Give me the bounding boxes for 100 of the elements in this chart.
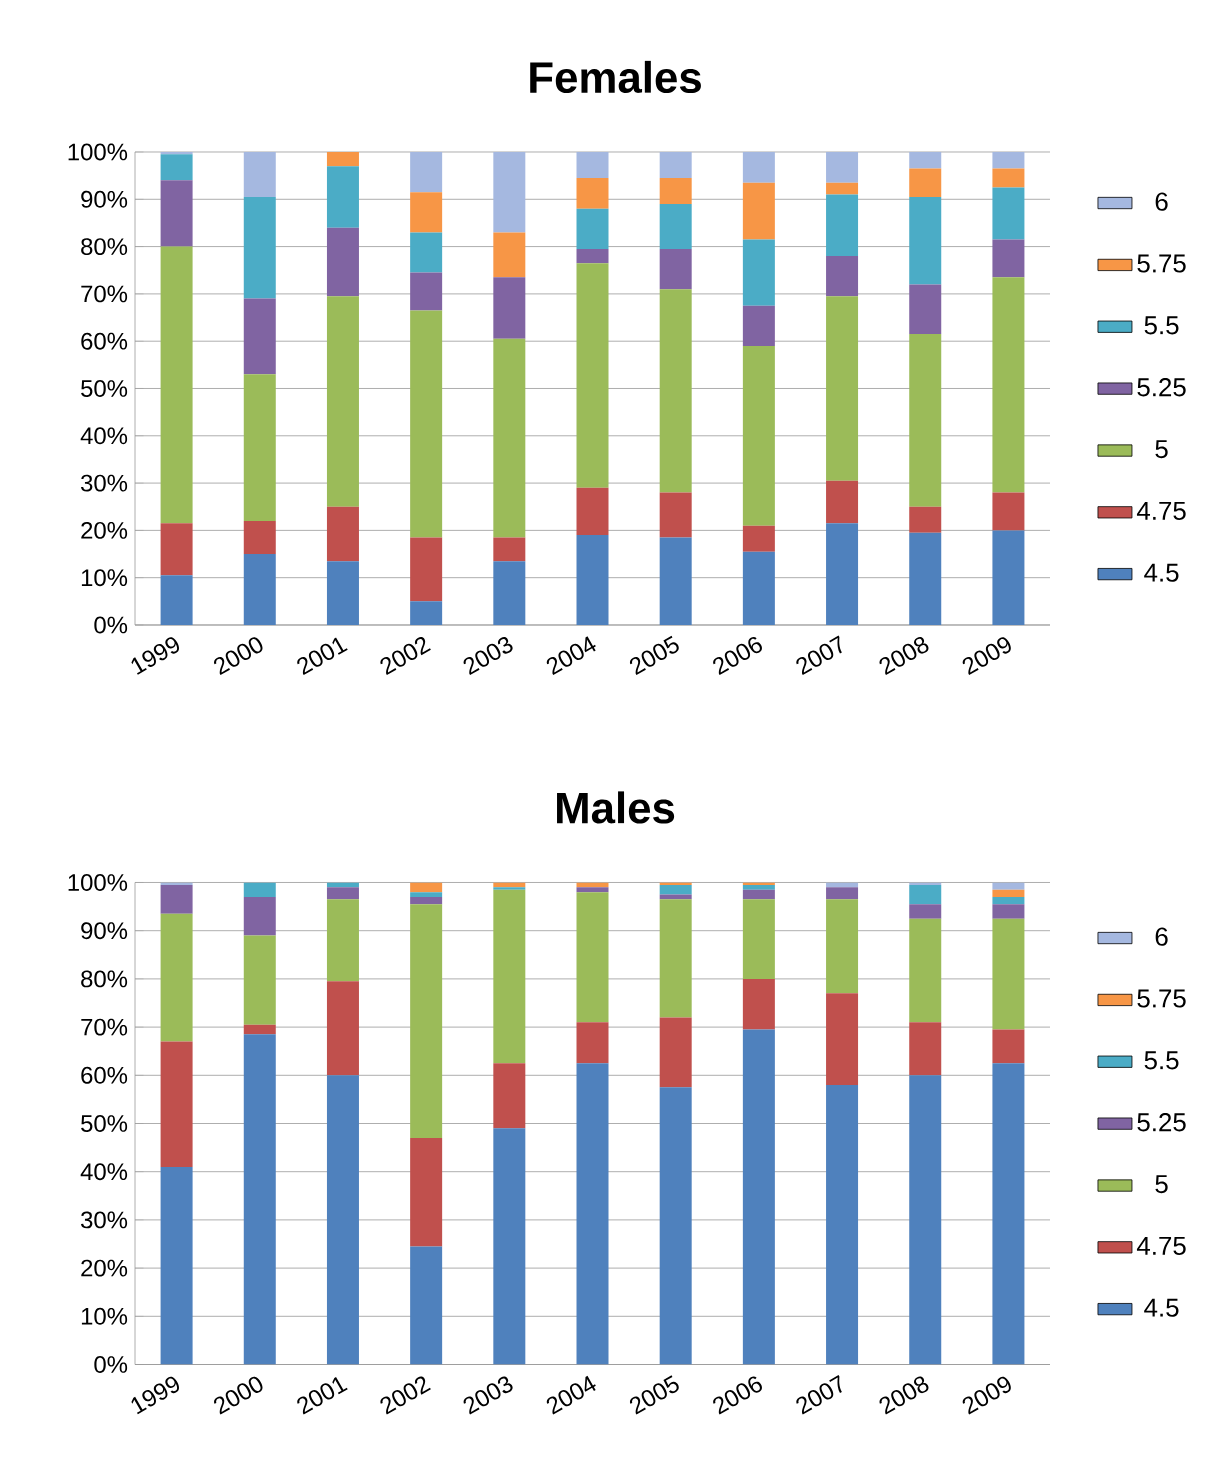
bar: [243, 374, 276, 521]
bar: [493, 537, 526, 562]
bar: [243, 151, 276, 197]
bar: [160, 1041, 193, 1167]
x-tick-label: 2001: [297, 637, 348, 676]
bar: [493, 561, 526, 625]
bar: [826, 151, 859, 183]
bar: [992, 889, 1025, 897]
bar: [576, 887, 609, 893]
x-tick-label: 2003: [463, 1376, 513, 1415]
legend-label: 5.25: [1137, 378, 1186, 397]
y-tick-label: 40%: [80, 427, 128, 445]
y-tick-label: 100%: [68, 874, 128, 891]
bar: [326, 296, 359, 507]
legend-label: 5.25: [1137, 1113, 1186, 1132]
bar: [742, 305, 775, 346]
bar: [826, 1084, 859, 1365]
bar: [160, 180, 193, 247]
x-tick-label: 2000: [213, 1376, 263, 1415]
chart-title: Females: [530, 60, 701, 94]
y-tick-label: 20%: [81, 1259, 128, 1277]
legend-label: 6: [1155, 927, 1168, 946]
bar: [410, 882, 443, 893]
bar: [742, 551, 775, 625]
bar: [659, 884, 692, 895]
legend-label: 4.5: [1144, 1298, 1179, 1317]
legend-label: 4.75: [1136, 501, 1186, 520]
bar: [493, 277, 526, 339]
bar: [826, 523, 859, 625]
bar: [659, 537, 692, 625]
bar: [160, 1166, 193, 1365]
bar: [909, 151, 942, 169]
bar: [576, 487, 609, 536]
bar: [742, 525, 775, 552]
x-tick-label: 2001: [297, 1376, 348, 1415]
bar: [326, 1075, 359, 1365]
bar: [410, 272, 443, 311]
bar: [826, 256, 859, 297]
bar: [410, 904, 443, 1138]
bar: [410, 192, 443, 233]
x-tick-label: 2008: [879, 1376, 929, 1415]
bar: [909, 884, 942, 905]
bar: [493, 889, 526, 1064]
bar: [992, 151, 1025, 169]
bar: [410, 1246, 443, 1365]
bar: [243, 520, 276, 555]
x-tick-label: 2002: [380, 636, 431, 676]
bar: [826, 899, 859, 994]
y-tick-label: 0%: [94, 616, 128, 634]
x-tick-label: 2002: [380, 1376, 431, 1415]
bar: [909, 284, 942, 335]
bar: [742, 978, 775, 1030]
bar: [992, 492, 1025, 531]
legend-label: 5.5: [1144, 316, 1179, 335]
x-tick-label: 1999: [131, 637, 180, 675]
bar: [576, 1022, 609, 1064]
bar: [742, 1029, 775, 1365]
bar: [742, 884, 775, 890]
bar: [410, 601, 443, 625]
y-tick-label: 70%: [81, 285, 128, 303]
bar: [909, 168, 942, 197]
x-tick-label: 2008: [879, 637, 929, 676]
y-tick-label: 10%: [81, 569, 128, 587]
bar: [909, 196, 942, 285]
x-tick-label: 2005: [629, 635, 679, 676]
x-tick-label: 2003: [463, 637, 513, 676]
bar: [742, 345, 775, 526]
bar: [992, 918, 1025, 1030]
bar: [243, 196, 276, 299]
bar: [576, 892, 609, 1023]
bar: [826, 993, 859, 1085]
bar: [326, 166, 359, 228]
bar: [326, 899, 359, 982]
bar: [160, 523, 193, 576]
bar: [576, 151, 609, 178]
bar: [826, 182, 859, 195]
bar: [410, 1137, 443, 1247]
legend-label: 4.5: [1144, 563, 1179, 582]
y-tick-label: 10%: [81, 1307, 128, 1325]
y-tick-label: 60%: [81, 332, 128, 350]
x-tick-label: 2004: [546, 636, 596, 676]
legend-label: 5: [1155, 1175, 1168, 1194]
bar: [410, 896, 443, 905]
bar: [742, 899, 775, 979]
bar: [826, 480, 859, 524]
x-tick-label: 2007: [796, 635, 842, 676]
bar: [909, 506, 942, 533]
bar: [992, 896, 1025, 905]
bar: [243, 554, 276, 625]
bar: [659, 248, 692, 290]
bar: [243, 882, 276, 897]
bar: [826, 887, 859, 900]
bar: [576, 1063, 609, 1365]
y-tick-label: 80%: [81, 238, 128, 256]
legend-label: 5: [1155, 440, 1168, 459]
legend-label: 6: [1155, 192, 1168, 211]
bar: [992, 530, 1025, 625]
bar: [493, 232, 526, 278]
bar: [160, 575, 193, 625]
bar: [909, 1022, 942, 1076]
